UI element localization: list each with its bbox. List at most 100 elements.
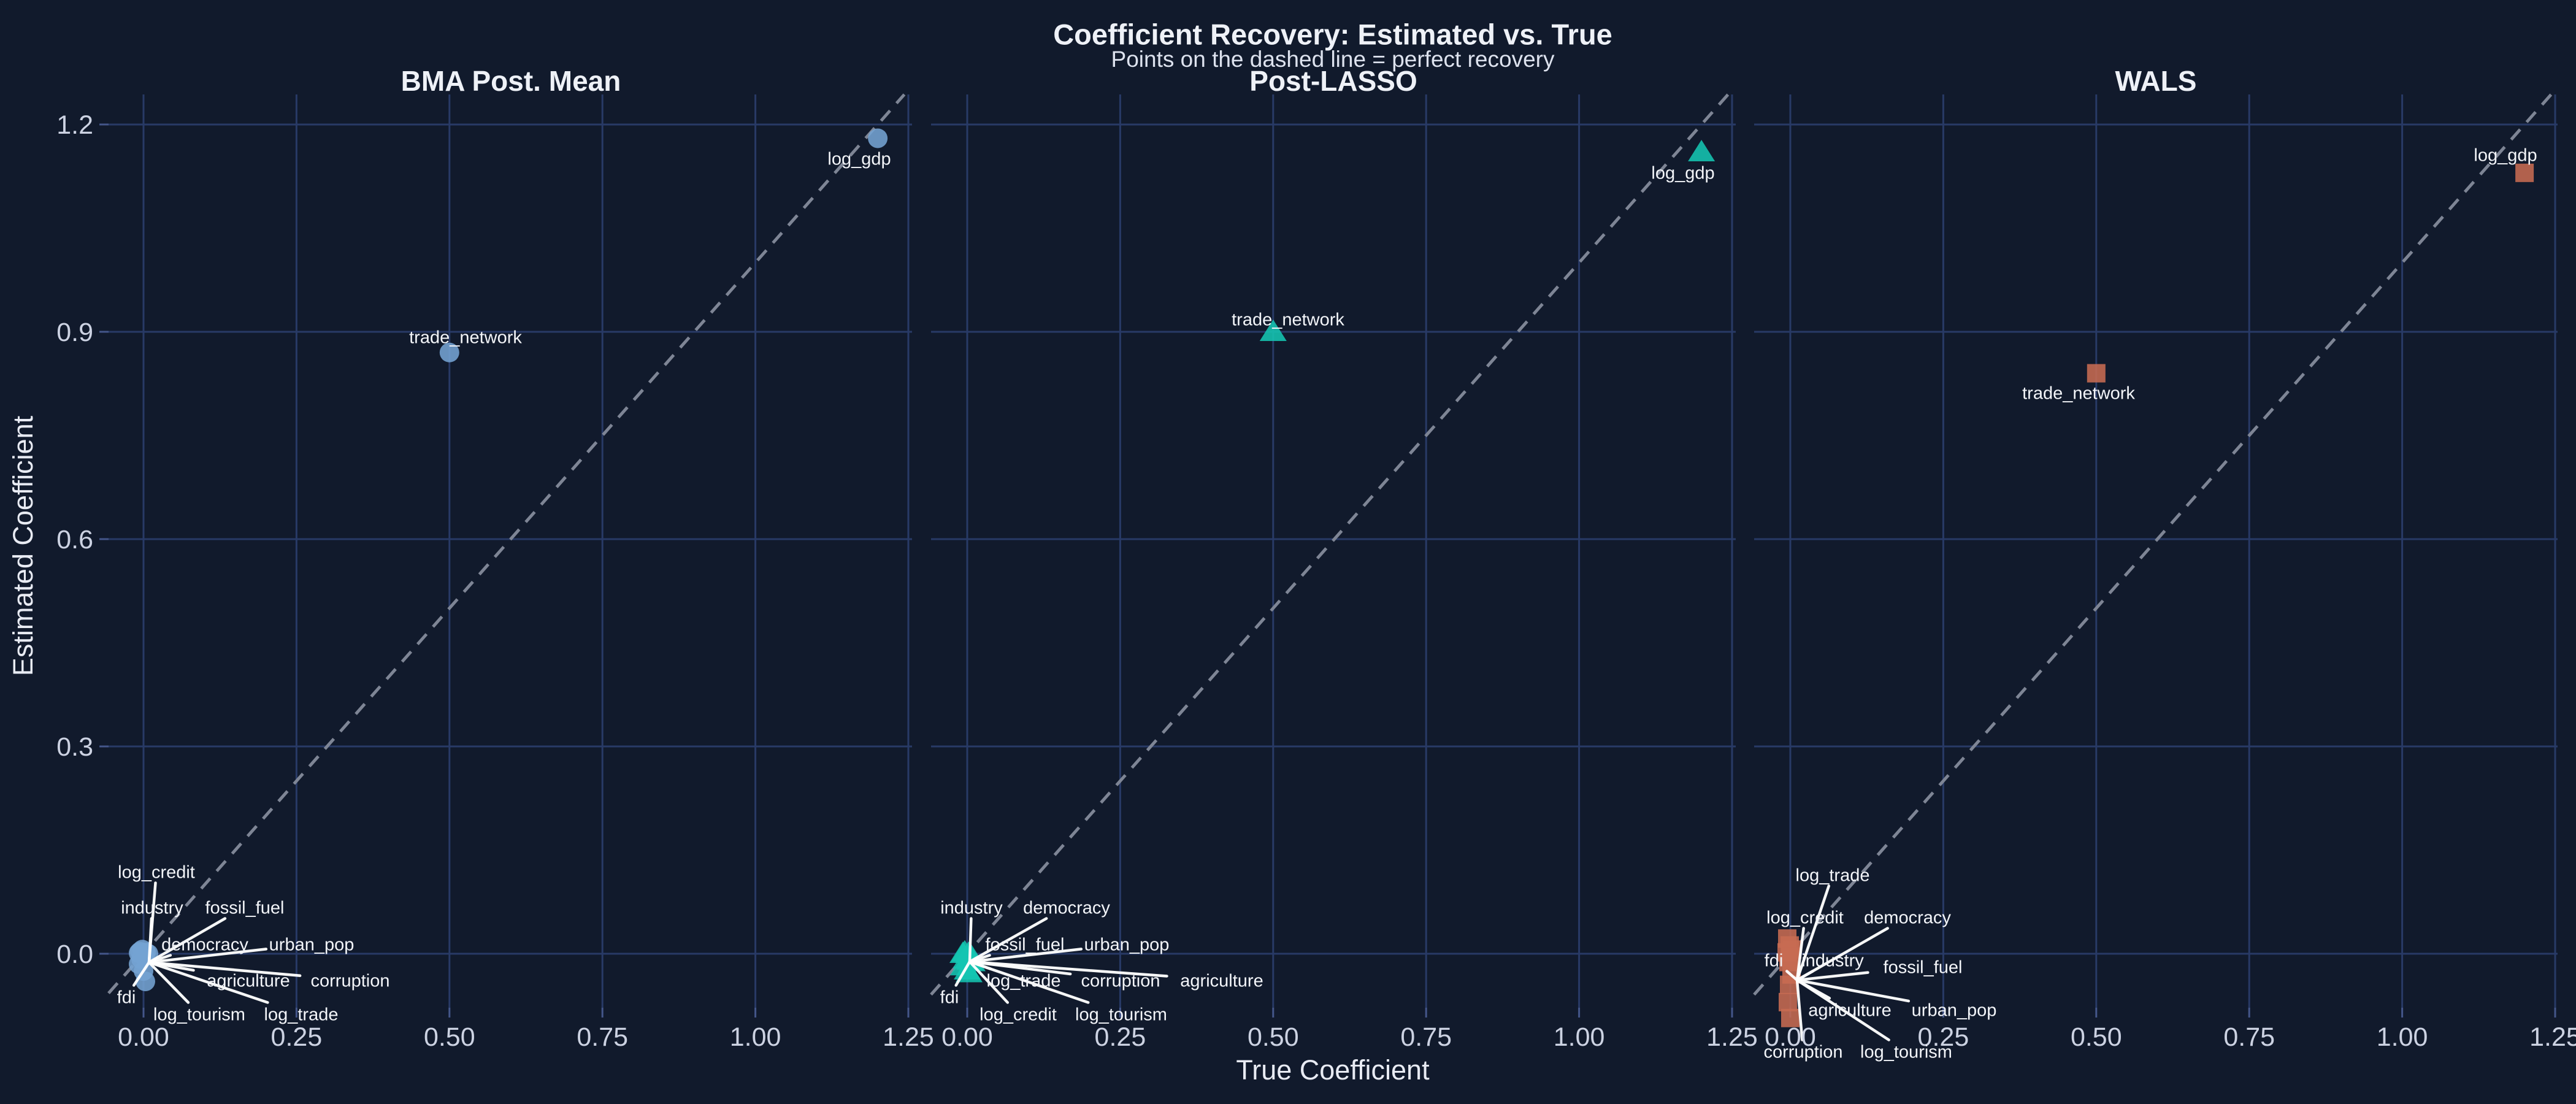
point-log_gdp bbox=[1688, 140, 1715, 162]
callout-line-democracy bbox=[968, 917, 1048, 964]
facet-panel-1 bbox=[107, 93, 912, 1018]
point-label-urban_pop: urban_pop bbox=[1912, 1000, 1997, 1020]
point-label-log_trade: log_trade bbox=[987, 971, 1061, 991]
x-tick-label: 0.50 bbox=[2071, 1022, 2122, 1052]
point-label-democracy: democracy bbox=[1864, 908, 1951, 927]
point-label-fossil_fuel: fossil_fuel bbox=[986, 935, 1065, 954]
x-tick-label: 1.00 bbox=[730, 1022, 781, 1052]
y-tick-label: 0.3 bbox=[56, 732, 93, 762]
y-tick-label: 0.6 bbox=[56, 525, 93, 554]
callout-line-urban_pop bbox=[1795, 978, 1911, 1003]
point-label-trade_network: trade_network bbox=[1232, 310, 1344, 329]
x-tick-label: 0.50 bbox=[1248, 1022, 1299, 1052]
y-tick-label: 0.0 bbox=[56, 940, 93, 969]
callout-line-fdi bbox=[954, 960, 972, 987]
facet-panel-2 bbox=[930, 93, 1736, 1018]
point-label-log_credit: log_credit bbox=[979, 1005, 1057, 1024]
point-log_tourism bbox=[1781, 1008, 1800, 1027]
point-label-log_trade: log_trade bbox=[264, 1005, 339, 1024]
point-label-agriculture: agriculture bbox=[207, 971, 289, 991]
x-tick-label: 1.25 bbox=[1706, 1022, 1758, 1052]
x-tick-label: 0.75 bbox=[2223, 1022, 2275, 1052]
callout-line-urban_pop bbox=[147, 948, 268, 964]
chart-title: Coefficient Recovery: Estimated vs. True bbox=[1053, 18, 1612, 51]
point-label-agriculture: agriculture bbox=[1808, 1000, 1891, 1020]
point-label-log_tourism: log_tourism bbox=[153, 1005, 245, 1024]
callout-line-log_credit bbox=[1795, 927, 1805, 982]
callout-line-log_tourism bbox=[968, 960, 1090, 1004]
x-tick-label: 0.00 bbox=[941, 1022, 993, 1052]
point-label-industry: industry bbox=[940, 898, 1003, 918]
point-label-log_credit: log_credit bbox=[1766, 908, 1844, 927]
x-tick-label: 0.25 bbox=[271, 1022, 323, 1052]
point-label-industry: industry bbox=[121, 898, 183, 918]
point-label-fossil_fuel: fossil_fuel bbox=[205, 898, 285, 918]
point-label-industry: industry bbox=[1801, 951, 1864, 970]
point-label-log_tourism: log_tourism bbox=[1075, 1005, 1167, 1024]
point-label-democracy: democracy bbox=[1023, 898, 1110, 918]
point-trade_network bbox=[2087, 364, 2106, 383]
x-tick-label: 1.25 bbox=[2529, 1022, 2576, 1052]
x-axis-title: True Coefficient bbox=[1236, 1054, 1430, 1086]
facet-panel-3 bbox=[1753, 93, 2558, 1041]
panel-title-post-lasso: Post-LASSO bbox=[1249, 65, 1417, 97]
point-label-fdi: fdi bbox=[117, 987, 136, 1007]
x-tick-label: 0.00 bbox=[1765, 1022, 1816, 1052]
x-tick-label: 0.75 bbox=[1400, 1022, 1452, 1052]
x-tick-label: 0.75 bbox=[577, 1022, 628, 1052]
point-label-log_tourism: log_tourism bbox=[1860, 1042, 1952, 1062]
callout-line-industry bbox=[968, 917, 973, 964]
point-corruption bbox=[1779, 992, 1797, 1011]
x-tick-label: 0.00 bbox=[118, 1022, 169, 1052]
point-trade_network bbox=[1259, 319, 1287, 341]
callout-line-log_trade bbox=[1795, 884, 1831, 982]
point-label-fossil_fuel: fossil_fuel bbox=[1884, 957, 1963, 977]
callout-line-log_trade bbox=[147, 960, 269, 1004]
x-tick-label: 0.25 bbox=[1918, 1022, 1969, 1052]
point-label-corruption: corruption bbox=[311, 971, 390, 991]
point-log_gdp bbox=[2515, 163, 2534, 182]
x-tick-label: 1.25 bbox=[883, 1022, 934, 1052]
point-trade_network bbox=[439, 342, 459, 362]
callout-line-industry bbox=[147, 917, 153, 964]
callout-line-corruption bbox=[147, 960, 302, 978]
chart-subtitle: Points on the dashed line = perfect reco… bbox=[1111, 47, 1555, 72]
x-tick-label: 0.25 bbox=[1095, 1022, 1146, 1052]
callout-line-corruption bbox=[1795, 978, 1804, 1041]
point-label-log_gdp: log_gdp bbox=[1651, 163, 1714, 183]
panel-title-wals: WALS bbox=[2115, 65, 2197, 97]
y-axis-title: Estimated Coefficient bbox=[7, 415, 39, 677]
point-label-agriculture: agriculture bbox=[1180, 971, 1263, 991]
x-tick-label: 0.50 bbox=[424, 1022, 475, 1052]
point-label-log_trade: log_trade bbox=[1796, 865, 1870, 885]
point-label-log_gdp: log_gdp bbox=[2474, 145, 2537, 165]
y-tick-label: 0.9 bbox=[56, 318, 93, 347]
point-log_gdp bbox=[868, 128, 888, 148]
point-label-log_credit: log_credit bbox=[118, 862, 195, 882]
callout-line-log_tourism bbox=[147, 960, 190, 1004]
callout-line-fossil_fuel bbox=[1795, 971, 1869, 982]
callout-line-fossil_fuel bbox=[147, 917, 227, 964]
callout-line-log_credit bbox=[968, 960, 1010, 1004]
x-tick-label: 1.00 bbox=[1554, 1022, 1605, 1052]
point-label-corruption: corruption bbox=[1081, 971, 1160, 991]
callout-line-agriculture bbox=[968, 960, 1168, 978]
panel-title-bma-post-mean: BMA Post. Mean bbox=[401, 65, 621, 97]
point-label-trade_network: trade_network bbox=[409, 328, 522, 347]
point-label-trade_network: trade_network bbox=[2022, 383, 2135, 403]
point-label-democracy: democracy bbox=[161, 935, 248, 954]
point-log_trade bbox=[136, 972, 155, 992]
point-label-urban_pop: urban_pop bbox=[269, 935, 355, 954]
point-label-corruption: corruption bbox=[1764, 1042, 1843, 1062]
x-tick-label: 1.00 bbox=[2377, 1022, 2428, 1052]
point-label-fdi: fdi bbox=[940, 987, 959, 1007]
callout-line-urban_pop bbox=[968, 948, 1083, 964]
callout-line-fdi bbox=[132, 960, 151, 987]
callout-line-log_tourism bbox=[1795, 978, 1890, 1041]
point-label-log_gdp: log_gdp bbox=[827, 149, 891, 169]
y-tick-label: 1.2 bbox=[56, 110, 93, 140]
callout-line-fdi bbox=[1785, 970, 1799, 982]
